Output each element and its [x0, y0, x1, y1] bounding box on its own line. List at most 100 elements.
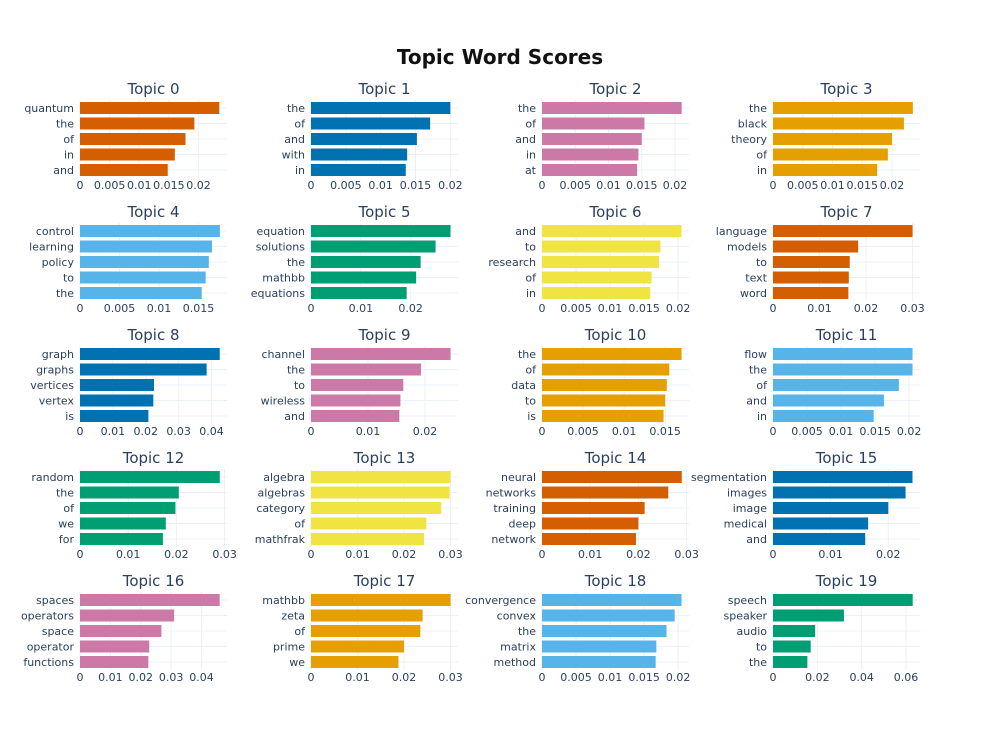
- tick-label: 0.02: [854, 302, 879, 315]
- bar-speech: [773, 594, 913, 606]
- bar-medical: [773, 517, 869, 530]
- bar-and: [773, 394, 884, 407]
- category-label: training: [493, 502, 536, 515]
- tick-label: 0.015: [400, 179, 432, 192]
- category-label: and: [284, 133, 305, 146]
- bar-of: [773, 148, 888, 161]
- bar-the: [542, 348, 682, 360]
- category-label: in: [64, 149, 74, 162]
- tick-label: 0.005: [560, 302, 592, 315]
- bar-black: [773, 117, 904, 130]
- bar-the: [80, 486, 179, 499]
- bar-method: [542, 656, 656, 668]
- category-label: the: [56, 487, 74, 500]
- tick-label: 0: [539, 302, 546, 315]
- category-label: black: [738, 118, 768, 131]
- category-label: networks: [486, 487, 537, 500]
- bar-quantum: [80, 102, 220, 114]
- tick-label: 0.005: [330, 179, 362, 192]
- bar-the: [773, 102, 913, 114]
- category-label: functions: [23, 656, 74, 669]
- tick-label: 0.01: [98, 671, 123, 684]
- bar-convex: [542, 609, 675, 622]
- category-label: network: [491, 533, 536, 546]
- bar-text: [773, 271, 849, 284]
- tick-label: 0: [770, 179, 777, 192]
- bar-graphs: [80, 363, 207, 376]
- category-label: of: [63, 133, 75, 146]
- subplot-title: Topic 1: [357, 80, 410, 98]
- tick-label: 0.03: [674, 548, 699, 561]
- category-label: to: [756, 256, 767, 269]
- tick-label: 0.01: [101, 425, 126, 438]
- subplot-topic-15: Topic 15 segmentation images image medical an…: [691, 449, 920, 561]
- category-label: speaker: [724, 610, 768, 623]
- bar-in: [80, 148, 175, 161]
- tick-label: 0.04: [189, 671, 214, 684]
- bar-the: [773, 656, 808, 668]
- category-label: at: [525, 164, 537, 177]
- tick-label: 0.06: [894, 671, 919, 684]
- category-label: operator: [27, 641, 75, 654]
- tick-label: 0.02: [897, 425, 922, 438]
- bar-functions: [80, 656, 149, 668]
- subplot-title: Topic 4: [126, 203, 179, 221]
- bar-mathbb: [311, 271, 417, 284]
- tick-label: 0.02: [438, 179, 463, 192]
- category-label: the: [749, 656, 767, 669]
- tick-label: 0: [77, 671, 84, 684]
- tick-label: 0: [539, 179, 546, 192]
- tick-label: 0.02: [186, 179, 211, 192]
- bar-data: [542, 379, 667, 391]
- category-label: quantum: [24, 102, 74, 115]
- bar-prime: [311, 640, 405, 653]
- bar-language: [773, 225, 913, 237]
- category-label: text: [745, 272, 767, 285]
- tick-label: 0.005: [560, 671, 592, 684]
- bar-is: [80, 410, 149, 422]
- tick-label: 0.01: [356, 425, 381, 438]
- subplot-title: Topic 5: [357, 203, 410, 221]
- category-label: segmentation: [691, 471, 767, 484]
- category-label: matrix: [500, 641, 536, 654]
- category-label: of: [294, 118, 306, 131]
- category-label: graph: [42, 348, 74, 361]
- tick-label: 0.02: [164, 548, 189, 561]
- category-label: speech: [728, 594, 767, 607]
- category-label: and: [746, 395, 767, 408]
- category-label: the: [287, 364, 305, 377]
- bar-to: [542, 394, 666, 407]
- bar-convergence: [542, 594, 682, 606]
- category-label: learning: [29, 241, 74, 254]
- bar-in: [773, 410, 874, 422]
- category-label: equations: [251, 287, 306, 300]
- tick-label: 0.02: [392, 671, 417, 684]
- subplot-title: Topic 10: [584, 326, 647, 344]
- tick-label: 0: [539, 548, 546, 561]
- tick-label: 0: [308, 302, 315, 315]
- bar-network: [542, 533, 636, 545]
- category-label: and: [746, 533, 767, 546]
- subplot-title: Topic 17: [353, 572, 416, 590]
- subplot-title: Topic 11: [815, 326, 878, 344]
- bar-to: [773, 640, 811, 653]
- category-label: to: [525, 241, 536, 254]
- category-label: control: [36, 225, 74, 238]
- category-label: and: [515, 133, 536, 146]
- tick-label: 0.01: [116, 548, 141, 561]
- bar-the: [311, 102, 451, 114]
- tick-label: 0: [308, 179, 315, 192]
- category-label: category: [256, 502, 305, 515]
- bar-the: [542, 625, 667, 637]
- tick-label: 0.015: [859, 425, 891, 438]
- bar-and: [542, 225, 682, 237]
- tick-label: 0.03: [438, 671, 463, 684]
- bar-training: [542, 502, 645, 514]
- category-label: convex: [497, 610, 537, 623]
- bar-wireless: [311, 394, 401, 407]
